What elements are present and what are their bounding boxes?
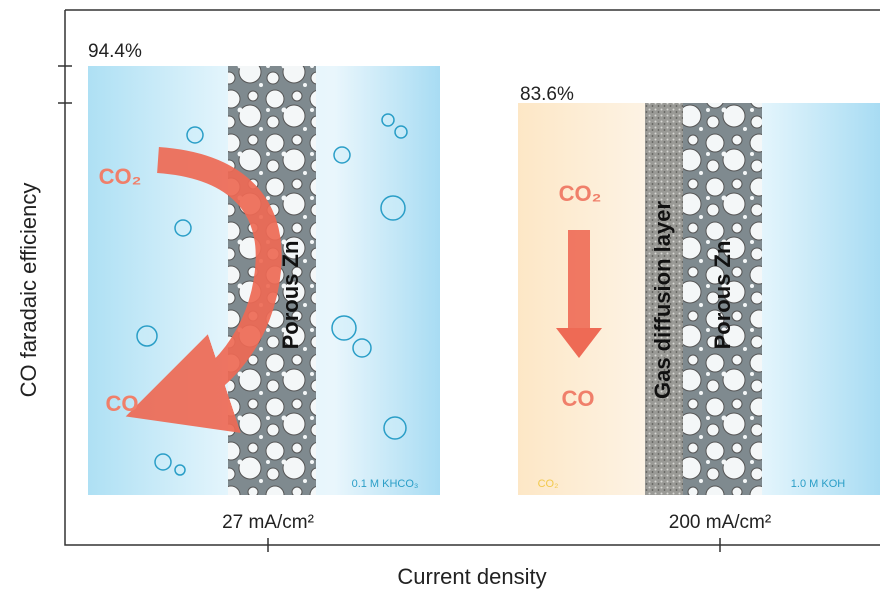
reactant-label: CO₂ [99, 164, 142, 189]
efficiency-label: 94.4% [88, 41, 142, 62]
gas-label: CO₂ [538, 478, 559, 490]
gdl-label: Gas diffusion layer [650, 201, 675, 399]
product-label: CO [562, 386, 595, 411]
reactant-label: CO₂ [559, 181, 602, 206]
efficiency-label: 83.6% [520, 84, 574, 105]
x-tick-label: 27 mA/cm² [222, 512, 314, 533]
product-label: CO [106, 391, 139, 416]
electrode-label: Porous Zn [278, 241, 303, 350]
panel-right [518, 103, 880, 495]
x-tick-label: 200 mA/cm² [669, 512, 771, 533]
electrolyte-label: 0.1 M KHCO₃ [352, 478, 419, 490]
panel-left [88, 66, 440, 495]
y-axis-label: CO faradaic efficiency [16, 183, 41, 398]
electrode-label: Porous Zn [710, 241, 735, 350]
electrolyte-label: 1.0 M KOH [791, 478, 845, 490]
x-axis-label: Current density [397, 564, 546, 589]
figure: 94.4% 83.6% 27 mA/cm² 200 mA/cm² Current… [0, 0, 880, 592]
